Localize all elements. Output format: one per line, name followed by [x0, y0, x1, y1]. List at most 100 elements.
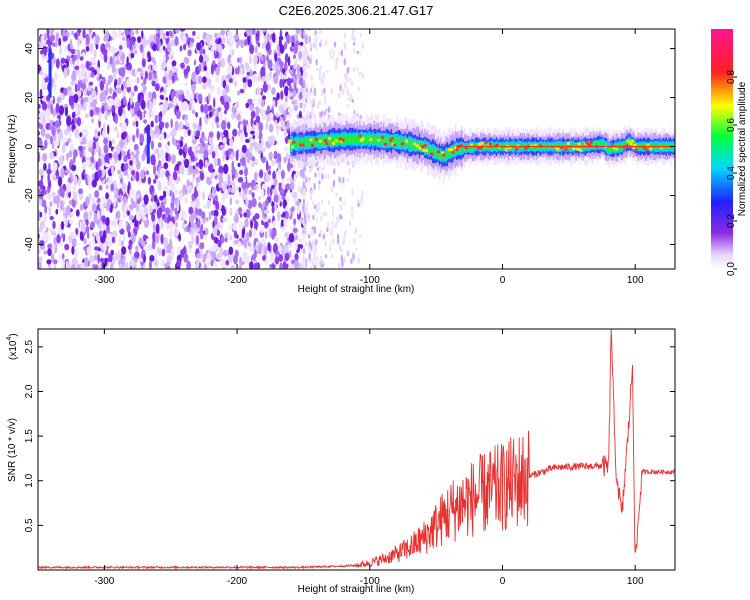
noise-cell [110, 263, 114, 269]
track-peak [358, 134, 363, 138]
noise-cell [222, 249, 228, 257]
noise-cell [97, 197, 101, 204]
noise-cell [136, 127, 139, 139]
noise-cell [84, 256, 89, 268]
noise-cell [237, 207, 243, 215]
noise-cell [191, 212, 197, 218]
noise-cell [185, 121, 190, 128]
noise-cell [321, 77, 325, 85]
noise-cell [294, 253, 299, 261]
noise-cell [280, 73, 283, 79]
noise-cell [132, 121, 136, 127]
noise-cell [113, 197, 117, 209]
noise-cell [280, 90, 284, 100]
noise-cell [68, 29, 72, 37]
noise-cell [229, 207, 233, 217]
spectrogram-y-tick-label: 20 [24, 92, 35, 104]
noise-cell [361, 41, 364, 50]
track-cell [347, 134, 349, 144]
track-peak [288, 139, 293, 143]
track-cell [433, 147, 436, 157]
noise-cell [191, 139, 197, 144]
noise-cell [55, 39, 58, 48]
noise-cell [330, 227, 333, 232]
noise-cell [82, 101, 87, 112]
noise-cell [218, 165, 224, 176]
noise-cell [77, 37, 80, 48]
noise-cell [232, 75, 236, 84]
noise-cell [224, 109, 227, 115]
track-peak [377, 138, 382, 142]
noise-cell [299, 41, 304, 46]
noise-cell [69, 131, 72, 140]
noise-cell [95, 34, 100, 45]
track-peak [412, 142, 417, 146]
noise-cell [230, 266, 235, 269]
noise-cell [312, 214, 315, 220]
noise-cell [183, 106, 188, 112]
noise-cell [145, 92, 149, 102]
noise-cell [108, 140, 112, 149]
noise-cell [350, 206, 354, 212]
noise-cell [304, 219, 307, 224]
noise-cell [85, 196, 90, 207]
noise-cell [183, 43, 187, 51]
noise-cell [233, 254, 238, 265]
noise-cell [192, 121, 196, 130]
noise-cell [85, 219, 89, 226]
noise-cell [111, 111, 116, 117]
noise-cell [143, 119, 148, 124]
noise-cell [222, 79, 227, 89]
noise-cell [340, 177, 343, 186]
noise-cell [143, 77, 147, 85]
noise-cell [68, 219, 74, 225]
noise-cell [200, 154, 203, 160]
noise-cell [87, 156, 90, 162]
noise-cell [116, 87, 122, 94]
noise-cell [231, 49, 235, 56]
noise-cell [74, 65, 80, 71]
noise-cell [115, 144, 121, 155]
noise-cell [97, 253, 100, 264]
noise-cell [283, 156, 287, 164]
noise-cell [247, 79, 253, 88]
noise-cell [123, 109, 126, 119]
noise-cell [105, 184, 109, 190]
noise-cell [124, 29, 129, 37]
noise-cell [83, 201, 87, 208]
noise-cell [109, 97, 113, 107]
noise-cell [360, 198, 363, 206]
snr-x-tick-label: -100 [360, 576, 380, 587]
noise-cell [129, 107, 135, 115]
track-cell [373, 136, 376, 144]
noise-cell [136, 193, 140, 200]
noise-cell [129, 266, 133, 269]
noise-cell [284, 72, 287, 77]
noise-cell [352, 41, 356, 46]
noise-cell [219, 110, 223, 121]
noise-cell [58, 130, 64, 140]
noise-cell [67, 181, 71, 193]
noise-cell [173, 96, 177, 106]
noise-cell [334, 222, 338, 229]
noise-cell [162, 76, 167, 84]
noise-cell [103, 144, 109, 154]
spectrogram-x-tick-label: 0 [500, 275, 506, 286]
noise-cell [325, 212, 328, 217]
noise-cell [89, 221, 96, 229]
noise-cell [86, 89, 92, 96]
noise-cell [153, 178, 157, 184]
snr-line [38, 329, 675, 570]
noise-cell [232, 221, 237, 231]
noise-cell [241, 144, 247, 154]
noise-cell [199, 242, 205, 250]
noise-cell [88, 210, 93, 217]
noise-cell [277, 154, 282, 165]
snr-x-tick-label: 0 [500, 576, 506, 587]
noise-cell [101, 105, 105, 115]
noise-cell [186, 224, 190, 233]
noise-cell [174, 120, 179, 131]
noise-cell [58, 37, 62, 47]
noise-cell [302, 181, 305, 189]
noise-cell [195, 111, 199, 118]
